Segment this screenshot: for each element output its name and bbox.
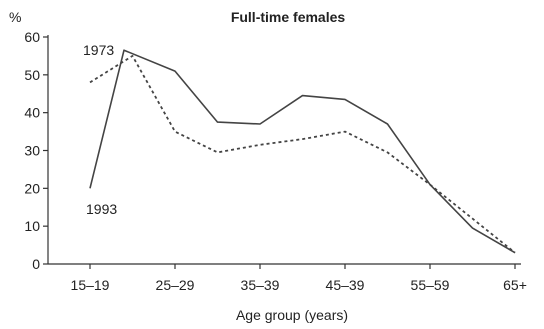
y-tick-label: 10 — [24, 218, 40, 234]
x-tick-label: 45–39 — [326, 277, 365, 293]
series-line-1993 — [89, 49, 516, 254]
y-tick-label: 60 — [24, 29, 40, 45]
x-tick-label: 55–59 — [411, 277, 450, 293]
y-tick-label: 0 — [32, 256, 40, 272]
y-tick-label: 30 — [24, 143, 40, 159]
y-tick-label: 20 — [24, 180, 40, 196]
x-axis-label: Age group (years) — [236, 307, 348, 323]
y-tick-label: 50 — [24, 67, 40, 83]
x-tick-label: 35–39 — [241, 277, 280, 293]
series-layer — [89, 49, 516, 254]
chart-title: Full-time females — [231, 9, 346, 25]
series-label-1993: 1993 — [86, 201, 117, 217]
y-axis-label: % — [9, 9, 21, 25]
y-ticks: 0 10 20 30 40 50 60 — [24, 29, 48, 272]
series-label-1973: 1973 — [83, 42, 114, 58]
x-ticks: 15–19 25–29 35–39 45–39 55–59 65+ — [71, 264, 527, 293]
x-tick-label: 25–29 — [156, 277, 195, 293]
y-tick-label: 40 — [24, 105, 40, 121]
x-tick-label: 65+ — [503, 277, 527, 293]
x-tick-label: 15–19 — [71, 277, 110, 293]
series-line-1973 — [89, 55, 516, 254]
